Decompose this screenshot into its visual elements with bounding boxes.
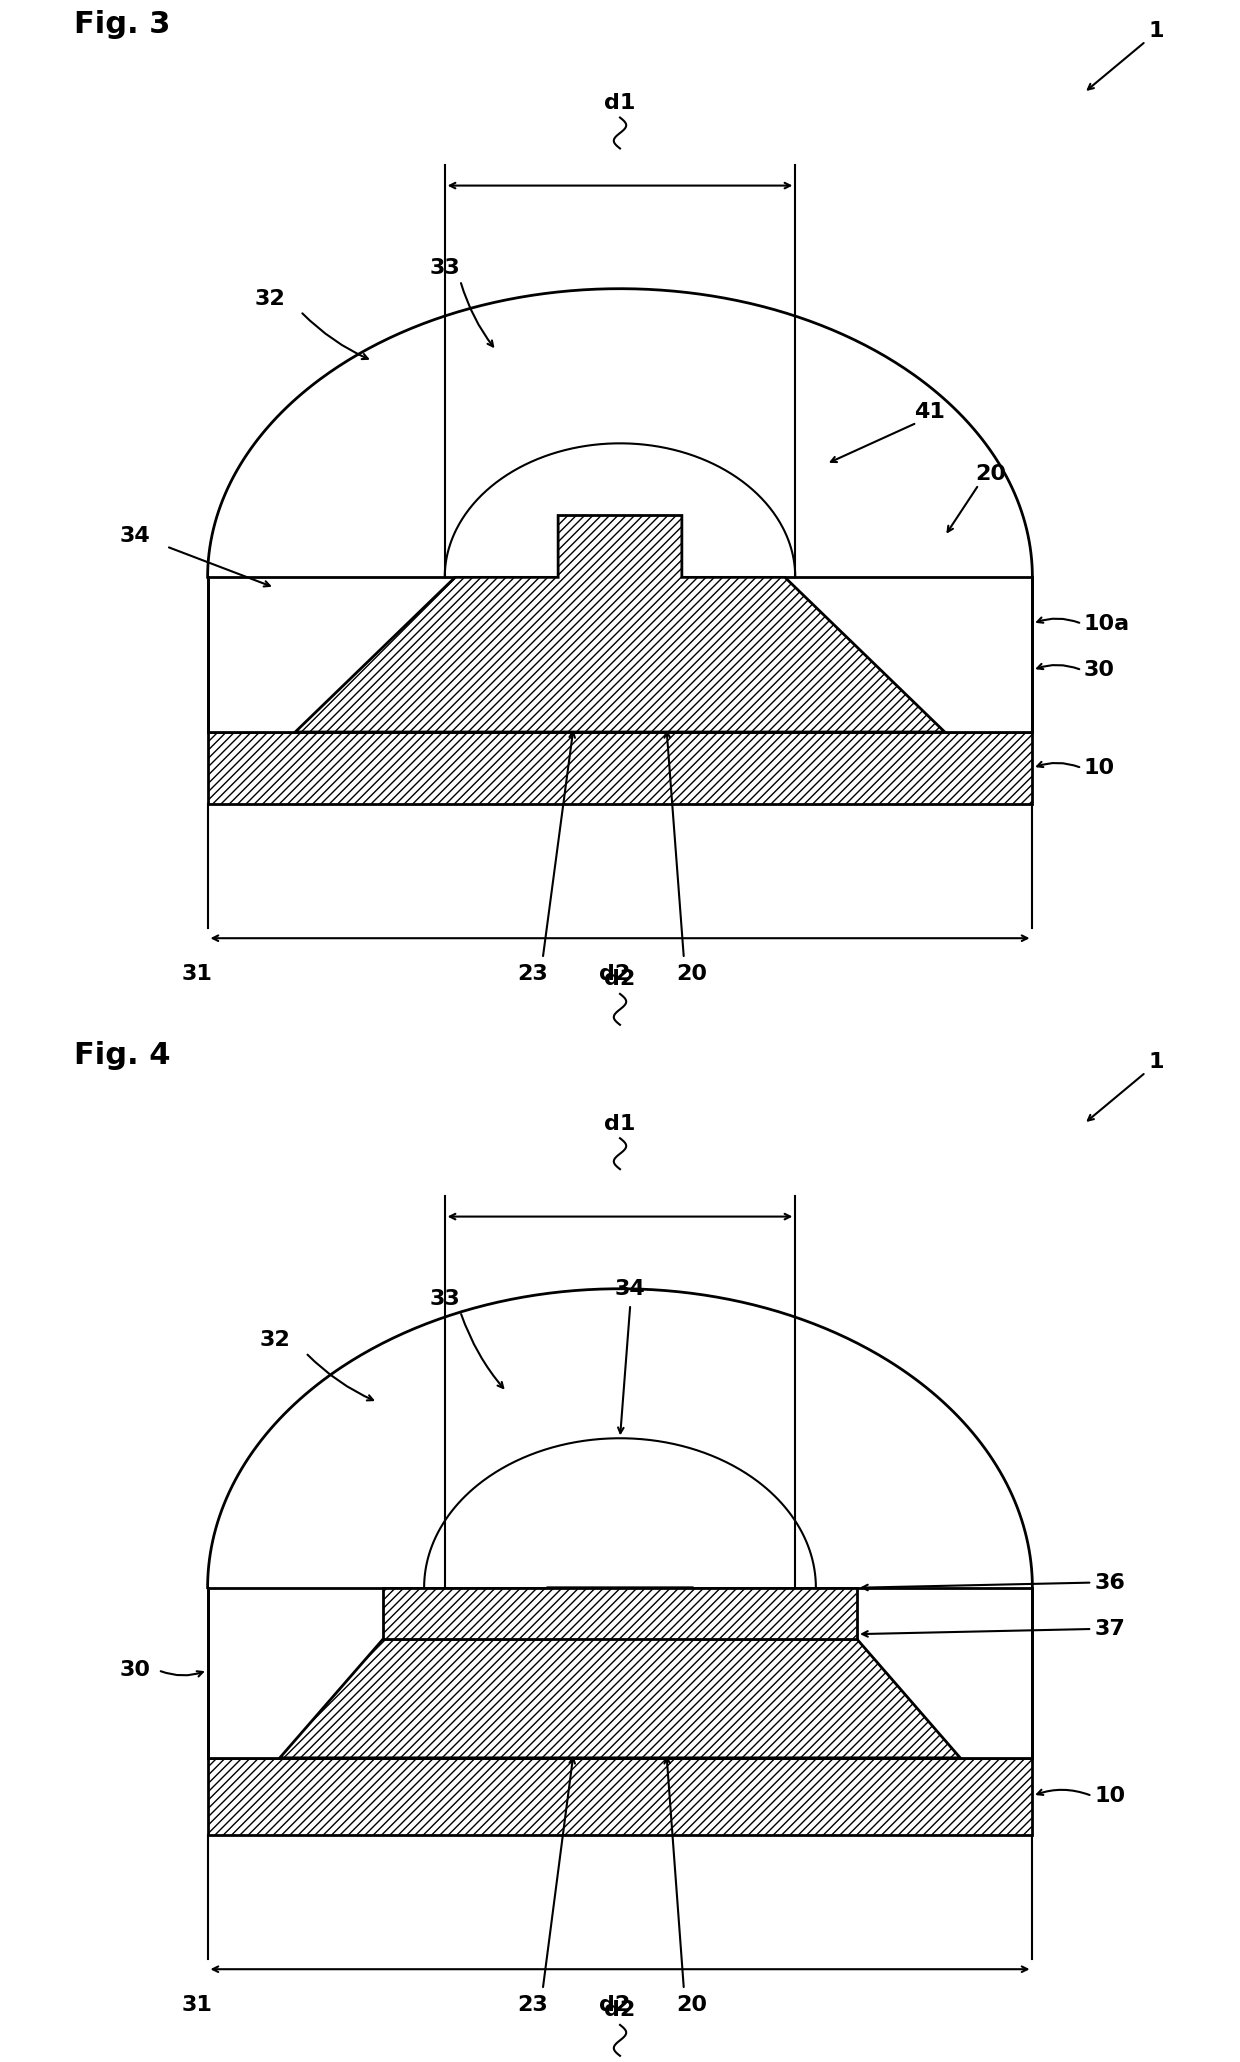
Text: 37: 37 <box>1094 1619 1125 1639</box>
Text: 20: 20 <box>976 464 1007 485</box>
Text: 30: 30 <box>1084 660 1115 680</box>
Text: 31: 31 <box>182 965 213 984</box>
Text: 1: 1 <box>1148 1052 1164 1072</box>
Text: 10: 10 <box>1094 1786 1126 1806</box>
Text: 41: 41 <box>914 402 945 423</box>
Text: 1: 1 <box>1148 21 1164 41</box>
Text: 10: 10 <box>1084 759 1115 777</box>
Text: 23: 23 <box>517 1996 548 2015</box>
Bar <box>207 1588 1033 1757</box>
Text: 23: 23 <box>517 965 548 984</box>
Text: 33: 33 <box>429 1289 460 1309</box>
Text: d2: d2 <box>604 2000 636 2021</box>
Bar <box>383 1588 857 1639</box>
Bar <box>207 1757 1033 1835</box>
Text: 33: 33 <box>429 258 460 278</box>
Text: 32: 32 <box>254 289 285 309</box>
Text: 31: 31 <box>182 1996 213 2015</box>
Text: 36: 36 <box>1094 1573 1125 1592</box>
Polygon shape <box>295 516 945 732</box>
Text: 10a: 10a <box>1084 614 1130 633</box>
Text: d2: d2 <box>599 965 630 984</box>
Polygon shape <box>280 1588 960 1757</box>
Text: 32: 32 <box>259 1330 290 1351</box>
Text: Fig. 3: Fig. 3 <box>73 10 170 39</box>
Text: d1: d1 <box>604 1113 636 1134</box>
Text: d1: d1 <box>604 93 636 113</box>
Bar <box>207 732 1033 804</box>
Text: d2: d2 <box>604 969 636 990</box>
Text: 34: 34 <box>615 1278 646 1299</box>
Text: 30: 30 <box>120 1660 151 1681</box>
Bar <box>207 577 1033 732</box>
Text: Fig. 4: Fig. 4 <box>73 1041 170 1070</box>
Text: 20: 20 <box>677 1996 708 2015</box>
Text: 34: 34 <box>120 526 151 546</box>
Text: d2: d2 <box>599 1996 630 2015</box>
Text: 20: 20 <box>677 965 708 984</box>
